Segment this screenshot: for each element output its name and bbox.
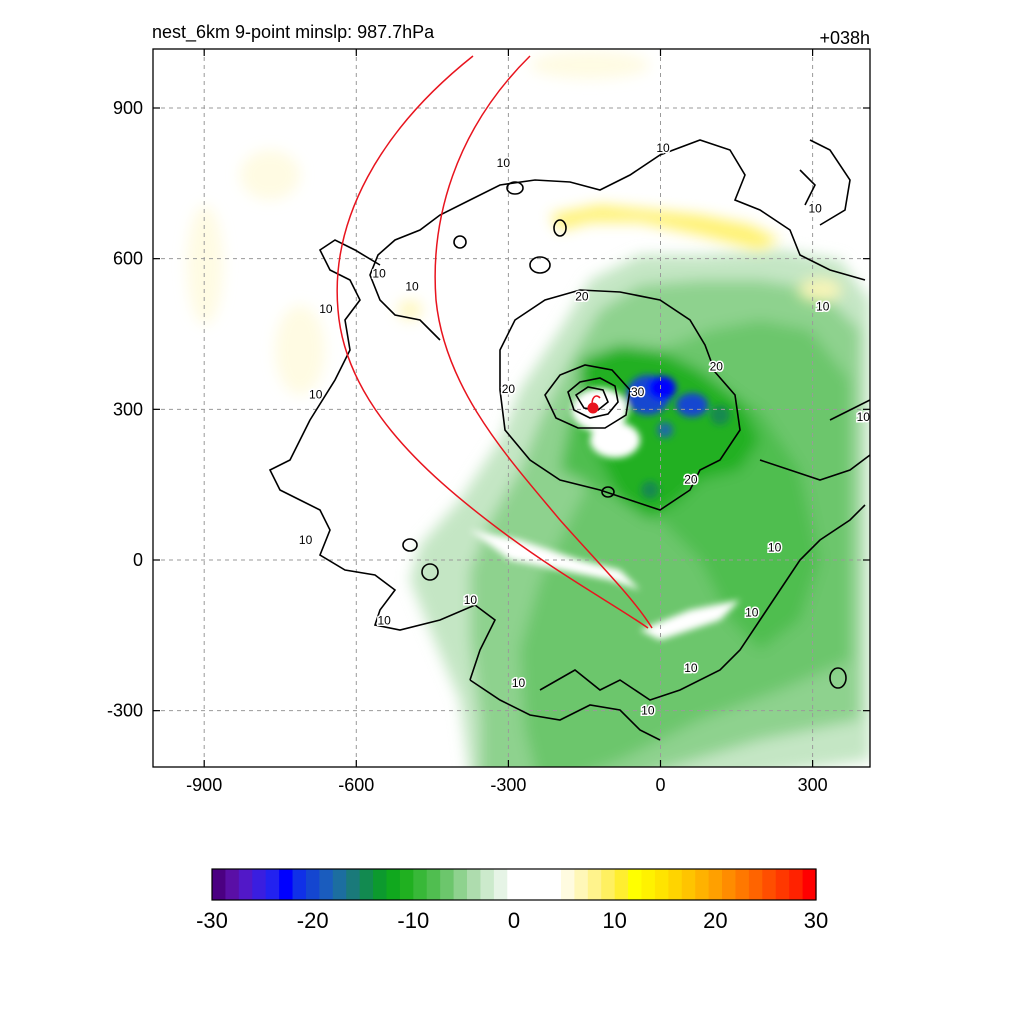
y-tick-label: -300 [107,701,143,721]
colorbar-swatch [574,869,589,900]
colorbar-swatch [802,869,817,900]
plot-frame [152,48,871,768]
colorbar: -30 -20 -10 0 10 20 30 [196,868,828,933]
storm-center-marker [587,402,599,414]
plot-title: nest_6km 9-point minslp: 987.7hPa [152,22,435,42]
colorbar-swatch [520,869,535,900]
colorbar-swatch [708,869,723,900]
forecast-hour-label: +038h [819,28,870,48]
colorbar-swatch [480,869,495,900]
colorbar-tick-label: 20 [703,908,727,933]
x-axis: -900 -600 -300 0 300 [186,49,828,795]
y-tick-label: 900 [113,98,143,118]
colorbar-swatch [493,869,508,900]
colorbar-swatch [587,869,602,900]
colorbar-swatch [614,869,629,900]
colorbar-swatch [305,869,320,900]
colorbar-tick-label: -10 [397,908,429,933]
colorbar-swatch [332,869,347,900]
contour-label: 10 [497,156,511,170]
colorbar-swatch [467,869,482,900]
x-tick-label: -300 [490,775,526,795]
contour-label: 10 [464,593,478,607]
colorbar-swatch [413,869,428,900]
colorbar-swatch [547,869,562,900]
colorbar-swatch [399,869,414,900]
colorbar-swatch [225,869,240,900]
colorbar-swatch [668,869,683,900]
colorbar-swatch [735,869,750,900]
colorbar-swatch [252,869,267,900]
colorbar-swatch [681,869,696,900]
contour-label: 10 [405,279,419,293]
y-tick-label: 300 [113,399,143,419]
colorbar-swatch [279,869,294,900]
contour-label: 30 [631,385,645,399]
colorbar-swatch [601,869,616,900]
colorbar-tick-label: 10 [602,908,626,933]
x-tick-label: 0 [655,775,665,795]
colorbar-swatch [426,869,441,900]
colorbar-swatch [695,869,710,900]
colorbar-swatch [789,869,804,900]
shaded-field [187,51,870,767]
contour-label: 20 [575,289,589,303]
y-tick-label: 0 [133,550,143,570]
colorbar-swatch [440,869,455,900]
colorbar-tick-label: -30 [196,908,228,933]
colorbar-swatch [628,869,643,900]
colorbar-tick-label: 0 [508,908,520,933]
contour-label: 10 [857,410,871,424]
colorbar-swatch [359,869,374,900]
colorbar-swatch [722,869,737,900]
colorbar-swatch [212,869,227,900]
y-axis: -300 0 300 600 900 [107,98,870,721]
contour-label: 10 [299,533,313,547]
colorbar-swatch [238,869,253,900]
colorbar-swatch [319,869,334,900]
contour-label: 10 [641,704,655,718]
colorbar-swatch [265,869,280,900]
contour-label: 10 [656,141,670,155]
colorbar-swatch [346,869,361,900]
y-tick-label: 600 [113,249,143,269]
contour-label: 10 [378,613,392,627]
colorbar-swatch [748,869,763,900]
contour-label: 10 [512,676,526,690]
contour-label: 10 [684,661,698,675]
colorbar-swatch [386,869,401,900]
colorbar-swatch [453,869,468,900]
contour-label: 10 [808,201,822,215]
contour-label: 10 [309,387,323,401]
x-tick-label: -600 [338,775,374,795]
colorbar-tick-label: -20 [297,908,329,933]
colorbar-frame [211,868,817,901]
contour-label: 10 [745,606,759,620]
contour-label-group: 10 10 10 10 10 10 20 20 20 30 20 10 10 10 10 10 10 10 10 10… [297,140,871,719]
colorbar-swatch [534,869,549,900]
x-tick-label: -900 [186,775,222,795]
contour-label: 10 [816,299,830,313]
colorbar-swatch [775,869,790,900]
contour-label: 10 [372,267,386,281]
contour-label: 10 [768,540,782,554]
contour-label: 20 [710,360,724,374]
colorbar-tick-label: 30 [804,908,828,933]
contour-label: 20 [502,382,516,396]
contour-label: 10 [319,302,333,316]
colorbar-swatch [762,869,777,900]
colorbar-swatch [292,869,307,900]
colorbar-swatch [560,869,575,900]
colorbar-swatch [654,869,669,900]
colorbar-swatch [373,869,388,900]
contour-label: 20 [684,473,698,487]
colorbar-swatch [641,869,656,900]
x-tick-label: 300 [798,775,828,795]
colorbar-swatch [507,869,522,900]
